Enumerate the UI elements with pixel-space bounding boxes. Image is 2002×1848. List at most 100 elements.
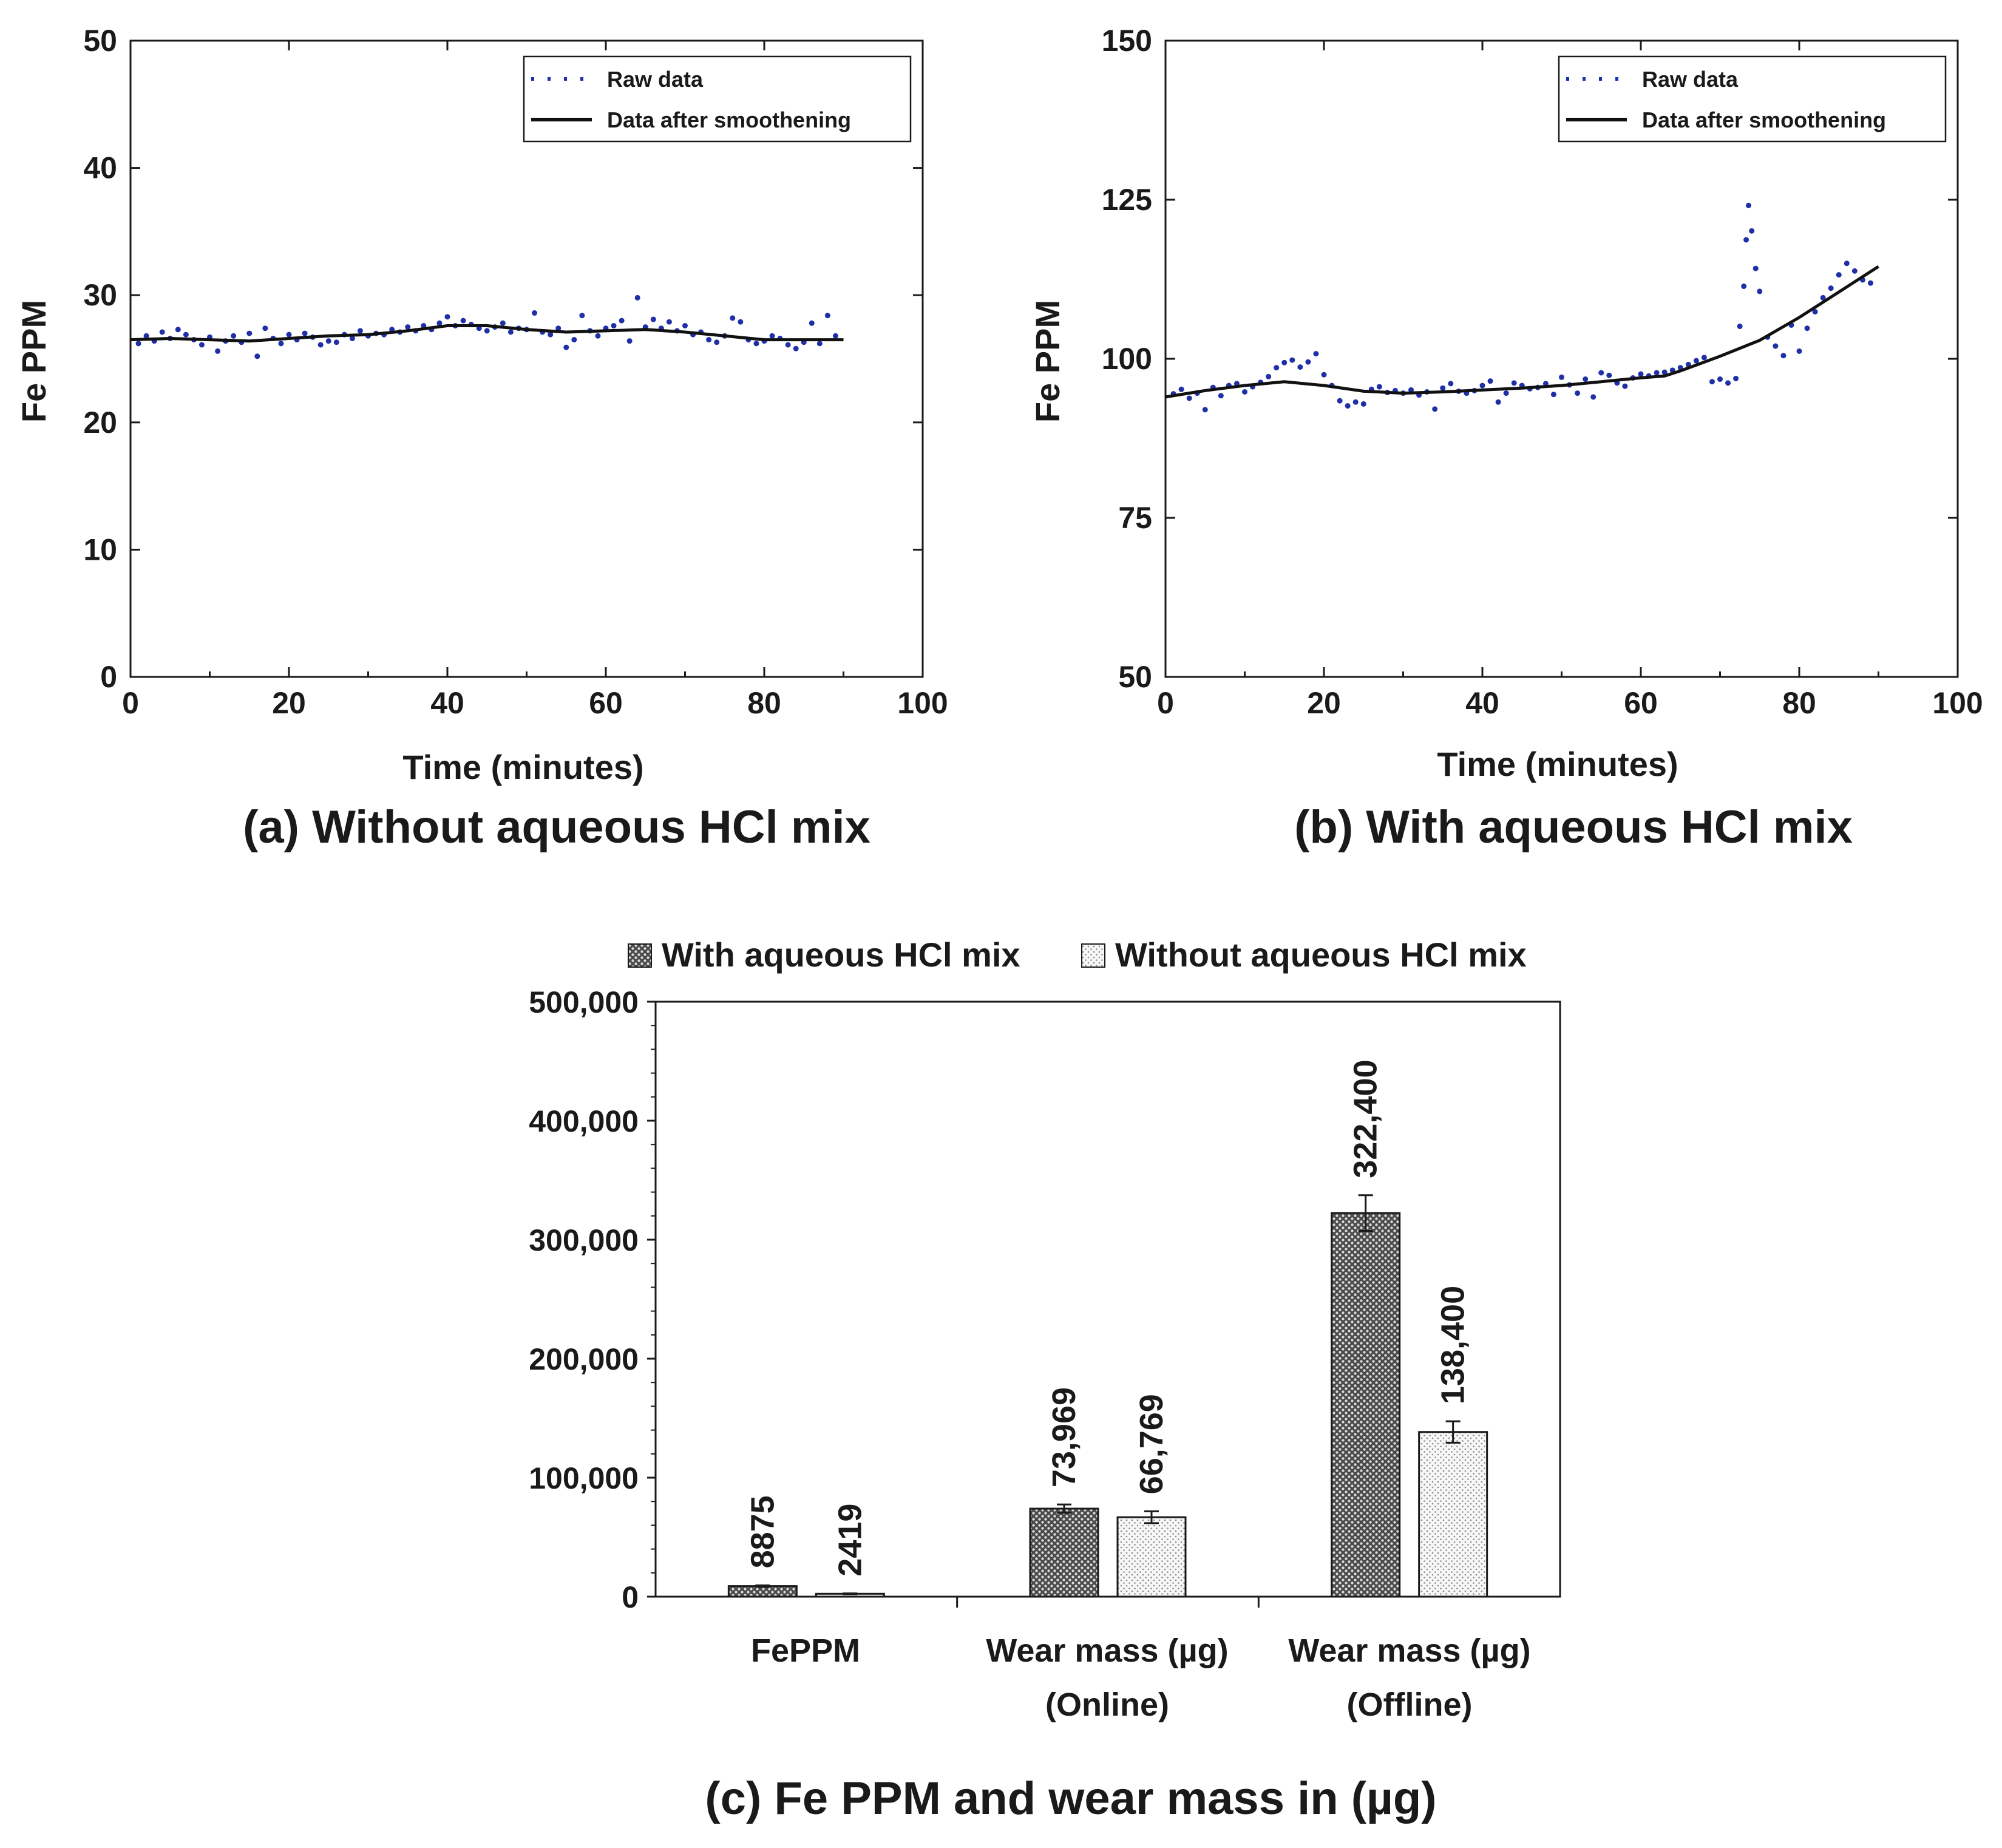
- panel-a-raw-point: [714, 339, 720, 345]
- panel-b-raw-point: [1337, 398, 1343, 404]
- panel-b-raw-point: [1717, 376, 1723, 382]
- panel-b-raw-point: [1305, 359, 1311, 365]
- panel-c-category-online-line2: (Online): [1045, 1687, 1169, 1723]
- panel-b-legend: Raw data Data after smoothening: [1558, 55, 1947, 143]
- panel-a-smoothed-line: [130, 324, 844, 343]
- panel-b-x-tick-label: 20: [1307, 686, 1341, 720]
- panel-b-raw-point: [1448, 381, 1454, 387]
- panel-b-raw-point: [1202, 407, 1208, 413]
- panel-c-category-online-line1: Wear mass (µg): [986, 1632, 1228, 1669]
- panel-a-legend-smooth-label: Data after smoothening: [607, 107, 851, 132]
- panel-a-raw-point: [254, 353, 260, 359]
- panel-c-y-tick-label: 300,000: [529, 1223, 639, 1257]
- panel-a-raw-point: [816, 341, 823, 347]
- panel-a-raw-point: [611, 323, 617, 329]
- panel-b-raw-point: [1598, 370, 1604, 376]
- panel-b-raw-point: [1780, 353, 1787, 359]
- panel-c-category-feppm: FePPM: [751, 1632, 860, 1669]
- panel-b-raw-point: [1743, 237, 1749, 243]
- panel-a-raw-point: [215, 348, 221, 354]
- panel-a-raw-point: [730, 315, 736, 321]
- panel-a-raw-point: [325, 338, 331, 344]
- panel-a-raw-point: [302, 330, 308, 336]
- panel-c-ticks: 0 100,000 200,000 300,000 400,000 500,000: [529, 985, 1260, 1614]
- panel-a-raw-point: [500, 320, 506, 326]
- panel-c-data-label-without: 66,769: [1133, 1394, 1170, 1494]
- panel-b-raw-point: [1753, 265, 1759, 271]
- panel-b-raw-point: [1709, 379, 1715, 385]
- panel-a-raw-point: [595, 333, 601, 339]
- panel-a-x-tick-label: 40: [430, 686, 464, 720]
- panel-b-raw-point: [1851, 268, 1858, 274]
- panel-b-raw-point: [1745, 202, 1751, 208]
- panel-c-bars: 8875 2419 73,969 66,769 322,400 138,400: [727, 1059, 1488, 1598]
- panel-a-ticks: 0 20 40 60 80 100 0 10 20 30 40 50: [83, 24, 948, 720]
- panel-a-x-tick-label: 60: [589, 686, 623, 720]
- panel-a-raw-point: [706, 337, 712, 343]
- panel-c-bar-without: [1116, 1516, 1187, 1598]
- panel-a-raw-point: [484, 328, 490, 334]
- panel-b-raw-point: [1812, 308, 1818, 314]
- panel-b-raw-point: [1575, 390, 1581, 396]
- panel-a-raw-point: [571, 337, 577, 343]
- panel-c-legend-without-label: Without aqueous HCl mix: [1115, 936, 1527, 974]
- panel-a-y-tick-label: 50: [83, 24, 117, 58]
- panel-b-raw-point: [1559, 374, 1564, 380]
- panel-c-categories: FePPM Wear mass (µg) (Online) Wear mass …: [751, 1632, 1531, 1723]
- panel-b-x-tick-label: 60: [1624, 686, 1658, 720]
- panel-a-raw-point: [436, 320, 443, 326]
- panel-a-raw-point: [143, 333, 149, 339]
- panel-b-raw-point: [1737, 324, 1743, 330]
- panel-a-raw-point: [682, 323, 688, 329]
- panel-a-raw-point: [532, 310, 538, 316]
- panel-c-bar-with: [1029, 1507, 1099, 1598]
- panel-a-raw-point: [548, 331, 554, 338]
- panel-a-raw-point: [753, 341, 759, 347]
- panel-c-legend: With aqueous HCl mix Without aqueous HCl…: [628, 936, 1527, 974]
- panel-b-raw-point: [1757, 288, 1763, 294]
- panel-b-raw-point: [1638, 371, 1644, 377]
- panel-b-legend-raw-label: Raw data: [1642, 67, 1739, 92]
- panel-b-caption: (b) With aqueous HCl mix: [1294, 801, 1853, 853]
- panel-a-raw-point: [278, 341, 284, 347]
- panel-b-legend-smooth-label: Data after smoothening: [1642, 107, 1886, 132]
- panel-a-raw-point: [634, 294, 640, 301]
- panel-c-bar-with: [1331, 1212, 1401, 1598]
- panel-b-raw-point: [1432, 406, 1438, 412]
- panel-b-raw-point: [1352, 399, 1359, 405]
- panel-b-y-axis-title: Fe PPM: [1028, 300, 1067, 423]
- panel-c-data-label-with: 8875: [744, 1495, 781, 1568]
- panel-b-raw-point: [1583, 376, 1589, 382]
- panel-b-raw-point: [1281, 359, 1288, 365]
- panel-c-y-tick-label: 100,000: [529, 1461, 639, 1495]
- panel-b-raw-point: [1274, 365, 1280, 371]
- panel-a-raw-point: [135, 341, 141, 347]
- panel-b-raw-point: [1313, 351, 1319, 357]
- panel-a-raw-point: [405, 324, 411, 330]
- panel-b-raw-point: [1661, 369, 1668, 375]
- panel-b-raw-point: [1733, 375, 1739, 381]
- panel-b-y-tick-label: 125: [1102, 183, 1152, 217]
- panel-b-raw-point: [1440, 385, 1446, 391]
- panel-a-y-tick-label: 10: [83, 532, 117, 566]
- panel-b-raw-point: [1606, 372, 1612, 378]
- panel-c-y-tick-label: 200,000: [529, 1342, 639, 1376]
- panel-a-x-tick-label: 20: [272, 686, 306, 720]
- panel-a-y-tick-label: 20: [83, 406, 117, 440]
- panel-b-raw-point: [1408, 387, 1414, 393]
- panel-c-category-offline-line2: (Offline): [1347, 1687, 1473, 1723]
- panel-a-y-tick-label: 30: [83, 278, 117, 312]
- panel-b: 0 20 40 60 80 100 50 75 100 125 150 Raw data Data …: [1028, 24, 1983, 853]
- panel-b-raw-point: [1741, 284, 1747, 290]
- panel-c-legend-with-label: With aqueous HCl mix: [662, 936, 1020, 974]
- panel-c-data-label-without: 138,400: [1435, 1286, 1471, 1404]
- panel-b-raw-point: [1345, 403, 1351, 409]
- panel-c-plot-area: [654, 1000, 1561, 1598]
- panel-b-x-tick-label: 80: [1782, 686, 1816, 720]
- panel-c-y-tick-label: 500,000: [529, 985, 639, 1019]
- panel-a-raw-point: [824, 313, 830, 319]
- panel-a: 0 20 40 60 80 100 0 10 20 30 40 50 Raw data Data af…: [15, 24, 948, 853]
- panel-a-raw-point: [793, 345, 799, 352]
- panel-a-raw-point: [619, 318, 625, 324]
- panel-a-legend-raw-label: Raw data: [607, 67, 704, 92]
